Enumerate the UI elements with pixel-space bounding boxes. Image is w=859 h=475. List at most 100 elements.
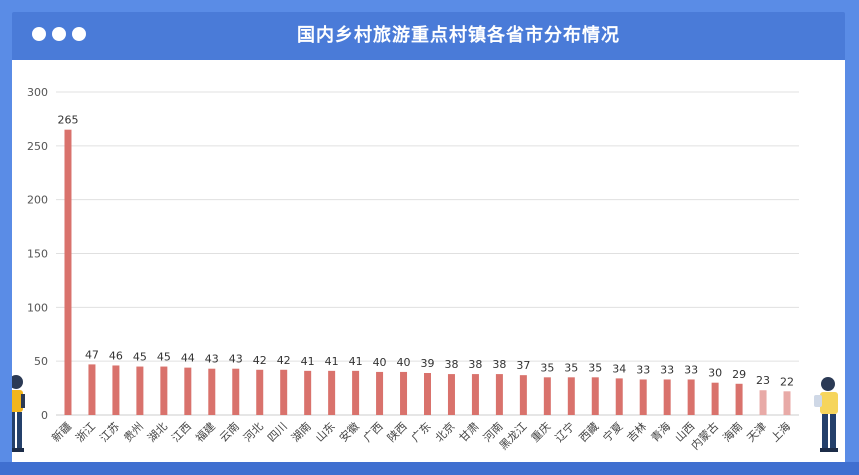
x-tick-label: 广西: [361, 420, 386, 445]
bar[interactable]: [567, 377, 575, 415]
bar[interactable]: [376, 371, 384, 415]
bar[interactable]: [783, 391, 791, 415]
data-label: 265: [57, 114, 78, 127]
data-label: 33: [684, 363, 698, 376]
x-tick-label: 广东: [409, 420, 434, 445]
bar[interactable]: [352, 370, 360, 415]
data-label: 30: [708, 367, 722, 380]
data-label: 35: [588, 361, 602, 374]
bar[interactable]: [232, 368, 240, 415]
data-label: 41: [349, 355, 363, 368]
data-label: 43: [229, 353, 243, 366]
data-label: 35: [564, 361, 578, 374]
bar[interactable]: [184, 367, 192, 415]
bar[interactable]: [112, 365, 120, 415]
bar[interactable]: [328, 370, 336, 415]
y-tick-label: 300: [27, 86, 48, 99]
x-tick-label: 云南: [217, 420, 242, 445]
grid-layer: 0 50 100 150 200 250 300: [27, 86, 799, 422]
bar[interactable]: [759, 390, 767, 415]
bottom-bar: [0, 462, 859, 475]
data-label: 39: [421, 357, 435, 370]
bar[interactable]: [543, 377, 551, 415]
data-label: 23: [756, 374, 770, 387]
data-label: 29: [732, 368, 746, 381]
bar[interactable]: [400, 371, 408, 415]
bar[interactable]: [208, 368, 216, 415]
data-label: 35: [540, 361, 554, 374]
bar[interactable]: [615, 378, 623, 415]
bar[interactable]: [88, 364, 96, 415]
data-label: 40: [397, 356, 411, 369]
x-tick-label: 上海: [768, 419, 793, 444]
data-label: 41: [301, 355, 315, 368]
x-tick-label: 陕西: [384, 419, 409, 444]
y-tick-label: 200: [27, 194, 48, 207]
data-label: 40: [373, 356, 387, 369]
bar[interactable]: [304, 370, 312, 415]
window-dot-icon[interactable]: [52, 27, 66, 41]
x-tick-label: 辽宁: [552, 419, 577, 444]
data-label: 42: [253, 354, 267, 367]
x-tick-label: 重庆: [528, 419, 553, 444]
bar[interactable]: [447, 374, 455, 415]
x-tick-label: 河北: [241, 420, 266, 445]
x-tick-label: 浙江: [73, 420, 98, 445]
bar[interactable]: [591, 377, 599, 415]
bar[interactable]: [711, 382, 719, 415]
x-tick-label: 江西: [169, 420, 194, 445]
x-tick-label: 安徽: [336, 419, 361, 444]
data-label: 41: [325, 355, 339, 368]
x-tick-label: 新疆: [49, 419, 74, 444]
bar[interactable]: [471, 374, 479, 415]
window-controls: [32, 27, 86, 41]
bar[interactable]: [64, 129, 72, 415]
bar[interactable]: [495, 374, 503, 415]
y-tick-label: 150: [27, 248, 48, 261]
y-tick-label: 100: [27, 301, 48, 314]
x-tick-label: 甘肃: [457, 420, 482, 445]
x-tick-label: 北京: [432, 419, 457, 444]
chart-panel: 0 50 100 150 200 250 300 265 新疆 47 浙江 46 江苏 45 贵州 45 湖北…: [12, 60, 845, 462]
data-label: 22: [780, 375, 794, 388]
bar[interactable]: [424, 373, 431, 415]
bar[interactable]: [735, 383, 743, 415]
bar[interactable]: [136, 366, 144, 415]
y-tick-label: 0: [41, 409, 48, 422]
bar[interactable]: [687, 379, 695, 415]
bar[interactable]: [160, 366, 168, 415]
x-tick-label: 内蒙古: [688, 419, 721, 452]
data-label: 38: [444, 358, 458, 371]
x-tick-label: 天津: [744, 420, 769, 445]
page-title: 国内乡村旅游重点村镇各省市分布情况: [297, 25, 620, 46]
person-left-illustration: [12, 375, 25, 452]
bar[interactable]: [256, 369, 264, 415]
bar-chart: 0 50 100 150 200 250 300 265 新疆 47 浙江 46 江苏 45 贵州 45 湖北…: [12, 86, 838, 453]
x-tick-label: 山东: [313, 420, 338, 445]
x-tick-label: 黑龙江: [497, 420, 530, 453]
bar[interactable]: [519, 375, 527, 415]
data-label: 45: [133, 351, 147, 364]
bars-layer: [64, 129, 791, 415]
data-label: 38: [492, 358, 506, 371]
y-tick-label: 50: [34, 355, 48, 368]
title-bar: 国内乡村旅游重点村镇各省市分布情况: [12, 12, 845, 60]
bar[interactable]: [639, 379, 647, 415]
x-tick-label: 吉林: [624, 419, 649, 444]
bar[interactable]: [663, 379, 671, 415]
x-tick-label: 贵州: [121, 420, 146, 445]
data-label: 46: [109, 349, 123, 362]
bar[interactable]: [280, 369, 288, 415]
data-label: 43: [205, 353, 219, 366]
data-label: 37: [516, 359, 530, 372]
window-dot-icon[interactable]: [32, 27, 46, 41]
x-tick-label: 西藏: [577, 420, 602, 445]
window-dot-icon[interactable]: [72, 27, 86, 41]
data-label: 33: [636, 363, 650, 376]
data-label: 42: [277, 354, 291, 367]
x-tick-label: 湖南: [289, 420, 314, 445]
data-label: 38: [468, 358, 482, 371]
data-label: 47: [85, 348, 99, 361]
data-label: 44: [181, 352, 195, 365]
x-tick-label: 江苏: [97, 420, 122, 445]
